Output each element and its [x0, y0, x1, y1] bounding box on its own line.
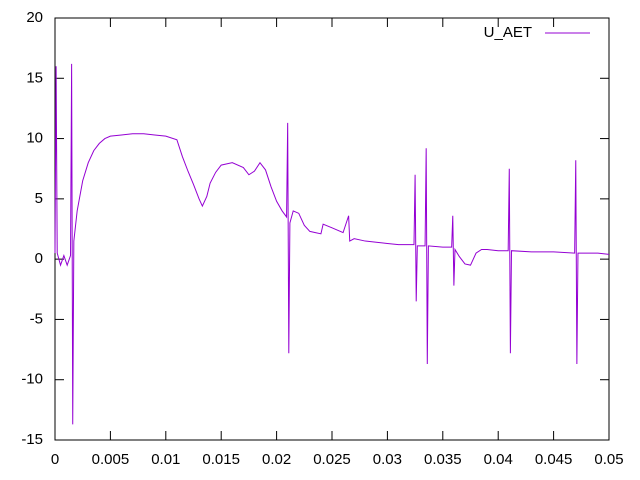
y-tick-label: 0 — [35, 250, 43, 267]
plot-border — [54, 17, 610, 441]
y-tick-label: 15 — [26, 69, 43, 86]
y-tick-label: -10 — [21, 371, 43, 388]
x-tick-label: 0.02 — [262, 451, 291, 468]
x-tick-label: 0.005 — [92, 451, 130, 468]
x-tick-label: 0.045 — [535, 451, 573, 468]
legend-label: U_AET — [484, 24, 532, 41]
x-tick-label: 0.035 — [424, 451, 462, 468]
y-tick-label: -15 — [21, 431, 43, 448]
x-tick-label: 0.03 — [373, 451, 402, 468]
x-tick-label: 0.05 — [594, 451, 623, 468]
data-line — [54, 63, 610, 425]
y-tick-label: 5 — [35, 190, 43, 207]
x-tick-label: 0.04 — [484, 451, 513, 468]
x-tick-label: 0.025 — [313, 451, 351, 468]
y-tick-label: 20 — [26, 9, 43, 26]
x-tick-label: 0.015 — [202, 451, 240, 468]
y-tick-label: 10 — [26, 130, 43, 147]
x-tick-label: 0.01 — [151, 451, 180, 468]
x-tick-label: 0 — [51, 451, 59, 468]
y-tick-label: -5 — [30, 310, 43, 327]
